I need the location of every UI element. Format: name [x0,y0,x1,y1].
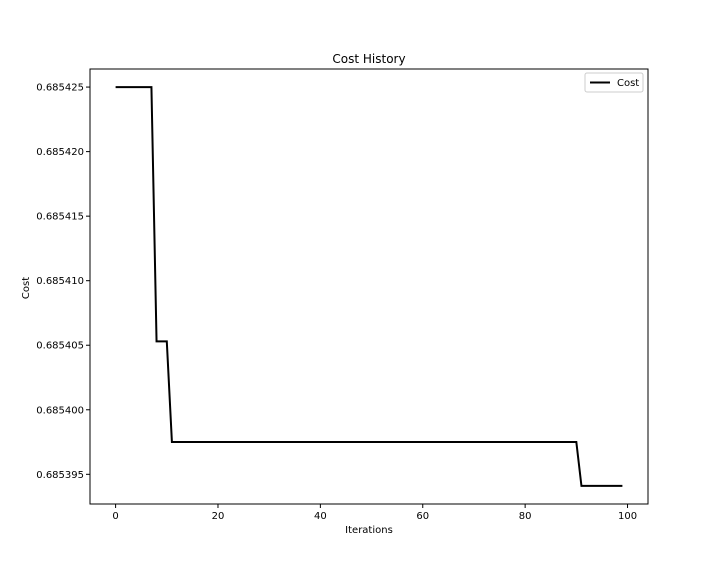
series-line-0 [115,86,623,487]
y-axis: 0.685395 0.685400 0.685405 0.685410 0.685415… [36,83,90,481]
plot-area [89,68,649,505]
legend-box [584,72,644,93]
y-tick-label: 0.685405 [36,341,84,352]
x-tick-label: 20 [212,511,225,522]
y-tick-label: 0.685420 [36,147,84,158]
y-axis-label: Cost [21,277,32,299]
x-tick-label: 60 [416,511,429,522]
y-tick-label: 0.685400 [36,405,84,416]
x-axis-label: Iterations [345,525,393,536]
x-tick-label: 0 [112,511,118,522]
x-tick-label: 40 [314,511,327,522]
chart-title: Cost History [332,52,405,66]
y-tick-label: 0.685395 [36,470,84,481]
x-tick-label: 100 [618,511,637,522]
y-tick-label: 0.685410 [36,276,84,287]
plot-frame [89,68,649,505]
x-tick-label: 80 [519,511,532,522]
y-tick-label: 0.685425 [36,83,84,94]
legend-label: Cost [617,78,639,89]
legend: Cost [584,72,644,93]
x-axis: 0 20 40 60 80 100 [112,504,637,522]
series-group [115,86,623,487]
y-tick-label: 0.685415 [36,212,84,223]
